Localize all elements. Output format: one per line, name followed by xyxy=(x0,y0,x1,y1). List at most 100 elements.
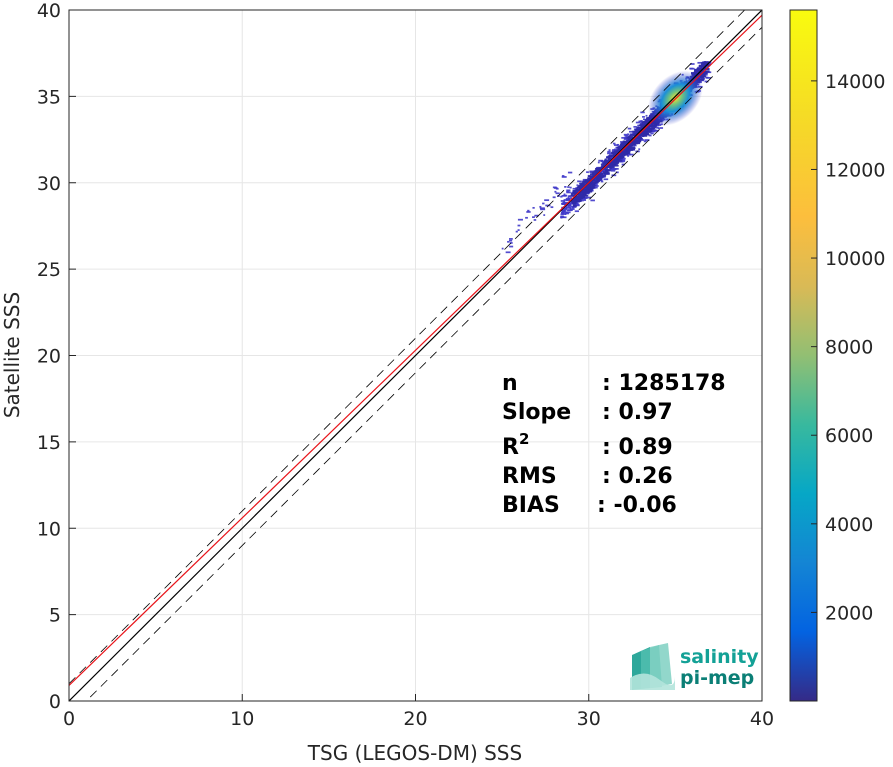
density-bin xyxy=(643,140,647,143)
density-bin xyxy=(646,120,649,123)
density-bin xyxy=(576,184,579,187)
density-bin xyxy=(604,159,609,162)
density-bin xyxy=(566,189,571,192)
density-bin xyxy=(600,160,606,163)
density-bin xyxy=(569,202,574,205)
density-bin xyxy=(644,127,649,130)
density-bin xyxy=(617,157,622,160)
density-bin xyxy=(561,208,566,211)
density-bin xyxy=(631,139,636,142)
density-bin xyxy=(650,122,653,125)
y-tick-label: 0 xyxy=(49,691,61,713)
density-bin xyxy=(578,199,581,202)
density-bin xyxy=(579,180,582,183)
density-bin xyxy=(591,181,595,184)
colorbar-tick-label: 12000 xyxy=(825,159,885,181)
density-bin xyxy=(573,190,577,192)
density-bin xyxy=(697,61,703,64)
density-bin xyxy=(625,141,630,144)
density-bin xyxy=(623,138,629,140)
density-bin xyxy=(639,123,643,126)
density-bin xyxy=(572,187,578,190)
density-bin xyxy=(587,187,592,189)
density-bin xyxy=(581,185,587,187)
density-bin xyxy=(626,139,630,142)
density-bin xyxy=(583,192,586,195)
density-bin xyxy=(560,212,564,214)
density-bin xyxy=(614,151,620,153)
plot-area: 0 10 20 30 40 0 5 10 15 20 25 30 35 40 xyxy=(37,0,774,730)
density-bin xyxy=(626,133,630,136)
density-bin xyxy=(532,216,535,219)
density-bin xyxy=(577,180,580,183)
density-bin xyxy=(582,180,586,183)
density-bin xyxy=(651,126,657,128)
density-bin xyxy=(624,134,629,137)
x-tick-label: 30 xyxy=(577,708,601,730)
density-bin xyxy=(583,199,587,201)
stat-n-value: : 1285178 xyxy=(602,371,726,396)
density-bin xyxy=(575,189,580,191)
stat-bias-label: BIAS xyxy=(502,493,560,518)
density-bin xyxy=(567,186,570,188)
density-bin xyxy=(581,198,586,200)
density-bin xyxy=(698,75,702,78)
density-bin xyxy=(587,190,593,193)
density-bin xyxy=(627,127,632,130)
stat-slope-value: : 0.97 xyxy=(602,400,673,425)
density-bin xyxy=(596,172,602,175)
colorbar-tick-label: 2000 xyxy=(825,602,873,624)
density-bin xyxy=(640,137,643,140)
density-bin xyxy=(561,210,565,213)
density-bin xyxy=(552,196,556,199)
density-bin xyxy=(648,116,651,119)
y-tick-label: 30 xyxy=(37,173,61,195)
density-bin xyxy=(505,251,511,254)
density-bin xyxy=(647,125,651,127)
density-bin xyxy=(634,130,639,133)
density-bin xyxy=(646,119,651,121)
density-bin xyxy=(622,140,625,143)
density-bin xyxy=(589,173,595,176)
density-bin xyxy=(640,124,644,127)
density-bin xyxy=(554,190,557,193)
density-bin xyxy=(629,134,632,137)
density-bin xyxy=(642,118,646,121)
density-bin xyxy=(588,185,591,188)
density-bin xyxy=(595,169,599,172)
density-bin xyxy=(594,185,599,187)
density-bin xyxy=(634,129,639,131)
colorbar-tick-label: 8000 xyxy=(825,337,873,359)
density-bin xyxy=(588,185,594,188)
density-bin xyxy=(612,142,616,145)
density-bin xyxy=(601,165,606,167)
density-bin xyxy=(583,181,588,184)
density-bin xyxy=(621,150,624,153)
density-bin xyxy=(595,175,601,178)
density-bin xyxy=(657,124,662,126)
density-bin xyxy=(533,219,537,221)
colorbar-tick-label: 14000 xyxy=(825,71,885,93)
density-bin xyxy=(618,160,624,163)
density-bin xyxy=(601,160,604,162)
density-bin xyxy=(630,141,636,144)
x-tick-label: 10 xyxy=(230,708,254,730)
density-bin xyxy=(561,176,567,178)
density-bin xyxy=(577,196,582,198)
density-bin xyxy=(570,208,575,210)
colorbar-ticks: 2000 4000 6000 8000 10000 12000 14000 xyxy=(811,71,885,624)
density-bin xyxy=(517,218,523,221)
density-bin xyxy=(643,131,647,134)
density-bin xyxy=(607,150,611,153)
density-bin xyxy=(609,166,615,169)
density-bin xyxy=(627,155,630,157)
x-tick-label: 0 xyxy=(63,708,75,730)
density-bin xyxy=(580,190,583,193)
density-bin xyxy=(649,117,652,120)
y-tick-label: 5 xyxy=(49,605,61,627)
density-bin xyxy=(567,195,571,198)
density-bin xyxy=(607,152,611,155)
density-bin xyxy=(650,132,654,135)
density-bin xyxy=(569,186,572,189)
density-bin xyxy=(649,128,655,130)
